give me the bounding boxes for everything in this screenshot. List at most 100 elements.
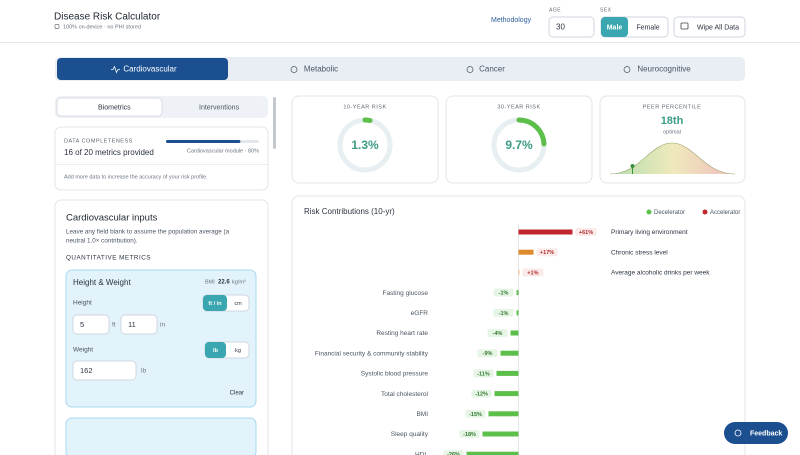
age-value: 30: [556, 23, 565, 32]
completeness-label: DATA COMPLETENESS: [64, 138, 133, 144]
age-label: AGE: [549, 7, 561, 13]
unit-active[interactable]: [203, 295, 227, 311]
feet-value: 5: [80, 320, 84, 329]
clear-button[interactable]: Clear: [230, 391, 244, 397]
age-input[interactable]: [548, 16, 595, 38]
progress-label: Cardiovascular module · 80%: [187, 148, 259, 154]
tab-active[interactable]: [57, 58, 228, 80]
scrollbar[interactable]: [273, 97, 276, 149]
weight-value: 162: [80, 366, 93, 375]
weight-label: Weight: [73, 347, 93, 354]
unit-option[interactable]: lb: [213, 348, 219, 354]
progress-fill: [166, 140, 241, 143]
height-label: Height: [73, 300, 92, 307]
tab-icon: [466, 66, 474, 73]
completeness-card: [54, 126, 269, 191]
factor-label: eGFR: [411, 310, 429, 317]
contribution-bar: [466, 451, 519, 455]
inches-unit: in: [160, 322, 165, 329]
legend-label: Decelerator: [654, 210, 685, 216]
value-pill: [459, 430, 480, 438]
value-label: -1%: [499, 311, 509, 317]
unit-option[interactable]: cm: [234, 301, 242, 307]
value-pill: [487, 329, 508, 337]
value-pill: [493, 308, 514, 317]
inches-value: 11: [128, 320, 136, 329]
tab[interactable]: Cardiovascular: [123, 65, 177, 74]
weight-input[interactable]: [72, 360, 137, 381]
factor-label: Fasting glucose: [382, 290, 428, 297]
section-label: QUANTITATIVE METRICS: [66, 255, 151, 262]
header-border: [0, 42, 800, 43]
gauge-arc: [491, 117, 547, 173]
value-label: -26%: [447, 452, 460, 455]
contribution-bar: [488, 411, 519, 417]
unit-option[interactable]: ft / in: [208, 301, 222, 307]
app-subtitle: 100% on-device · no PHI stored: [63, 24, 141, 30]
unit-option[interactable]: kg: [235, 348, 241, 354]
inputs-description: Leave any field blank to assume the popu…: [66, 229, 230, 236]
factor-label: Sleep quality: [391, 431, 429, 438]
value-label: -9%: [483, 351, 493, 357]
contribution-bar: [518, 269, 520, 275]
hw-title: Height & Weight: [73, 278, 131, 287]
value-pill: [536, 248, 558, 257]
value-label: +17%: [540, 250, 554, 256]
height-weight-card: [65, 269, 257, 408]
bell-curve: [610, 143, 735, 174]
wipe-button[interactable]: [673, 16, 746, 38]
female-label[interactable]: Female: [636, 24, 659, 31]
risk-card: [291, 95, 439, 184]
contribution-bar: [482, 431, 519, 437]
methodology-link[interactable]: Methodology: [491, 17, 532, 24]
risk-label: 30-YEAR RISK: [497, 104, 540, 110]
factor-label: Financial security & community stability: [315, 350, 429, 357]
tab-icon: [290, 66, 298, 73]
inputs-description: neutral 1.0× contribution).: [66, 238, 138, 245]
risk-value: 1.3%: [351, 138, 379, 152]
subtab-active[interactable]: [56, 97, 163, 117]
risk-label: PEER PERCENTILE: [643, 104, 702, 110]
value-pill: [522, 268, 544, 277]
value-label: -11%: [477, 371, 490, 377]
factor-label: Average alcoholic drinks per week: [611, 270, 710, 277]
risk-card: [445, 95, 593, 184]
contribution-bar: [494, 391, 519, 397]
value-pill: [493, 288, 514, 297]
value-label: -4%: [493, 331, 503, 337]
next-card: [65, 417, 257, 455]
subtab[interactable]: Biometrics: [98, 104, 131, 111]
value-label: -12%: [475, 392, 488, 398]
lock-icon: [54, 24, 60, 29]
factor-label: Systolic blood pressure: [361, 371, 429, 378]
tab-icon: [623, 66, 631, 73]
risk-label: 10-YEAR RISK: [343, 104, 386, 110]
pulse-icon: [111, 65, 120, 74]
contributions-title: Risk Contributions (10-yr): [304, 207, 395, 216]
legend-swatch: [646, 209, 652, 215]
contribution-bar: [516, 310, 519, 316]
tab[interactable]: Cancer: [479, 65, 505, 74]
legend-swatch: [702, 209, 708, 215]
sex-label: SEX: [600, 7, 612, 13]
tab[interactable]: Metabolic: [304, 65, 338, 74]
feedback-button[interactable]: [724, 422, 788, 444]
subtab[interactable]: Interventions: [199, 104, 240, 111]
gauge-arc: [337, 117, 393, 173]
eraser-icon: [680, 22, 689, 30]
factor-label: BMI: [416, 411, 428, 418]
value-pill: [477, 349, 498, 358]
male-button[interactable]: [601, 17, 628, 37]
unit-active[interactable]: [205, 342, 226, 358]
value-label: -18%: [463, 432, 476, 438]
factor-label: Primary living environment: [611, 229, 688, 236]
bmi-label: BMI: [205, 279, 215, 285]
value-pill: [465, 409, 486, 418]
feet-input[interactable]: [72, 314, 110, 335]
value-pill: [443, 450, 464, 455]
tab[interactable]: Neurocognitive: [637, 65, 691, 74]
value-pill: [471, 389, 492, 398]
value-label: -1%: [499, 291, 509, 297]
inches-input[interactable]: [120, 314, 158, 335]
